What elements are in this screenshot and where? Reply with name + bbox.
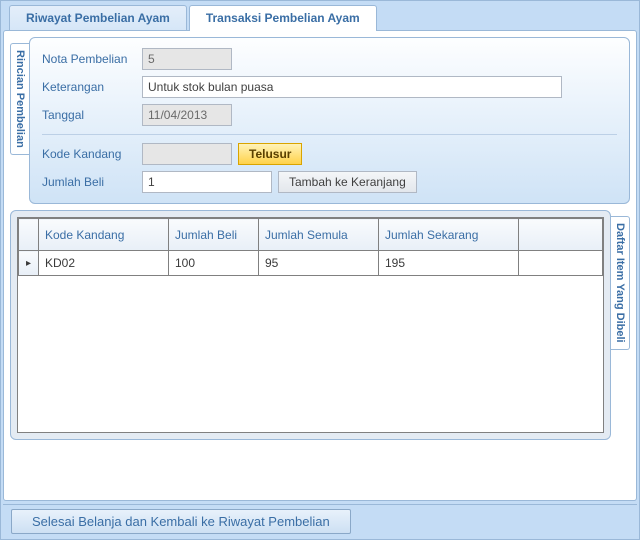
jumlah-beli-input[interactable] xyxy=(142,171,272,193)
tanggal-input xyxy=(142,104,232,126)
grid-filler xyxy=(19,276,603,434)
keterangan-label: Keterangan xyxy=(42,80,142,94)
cell-semula[interactable]: 95 xyxy=(259,251,379,276)
tambah-keranjang-button[interactable]: Tambah ke Keranjang xyxy=(278,171,417,193)
footer-bar: Selesai Belanja dan Kembali ke Riwayat P… xyxy=(3,504,637,537)
daftar-side-label: Daftar Item Yang Dibeli xyxy=(611,216,630,350)
jumlah-beli-label: Jumlah Beli xyxy=(42,175,142,189)
grid-col-jumlahbeli[interactable]: Jumlah Beli xyxy=(169,219,259,251)
tanggal-label: Tanggal xyxy=(42,108,142,122)
cell-kode[interactable]: KD02 xyxy=(39,251,169,276)
grid-corner xyxy=(19,219,39,251)
tab-content: Rincian Pembelian Nota Pembelian Keteran… xyxy=(3,30,637,501)
row-indicator: ▸ xyxy=(19,251,39,276)
keterangan-input[interactable] xyxy=(142,76,562,98)
cell-jumlahbeli[interactable]: 100 xyxy=(169,251,259,276)
grid-header-row: Kode Kandang Jumlah Beli Jumlah Semula J… xyxy=(19,219,603,251)
form-divider xyxy=(42,134,617,135)
grid-col-sekarang[interactable]: Jumlah Sekarang xyxy=(379,219,519,251)
grid-col-kode[interactable]: Kode Kandang xyxy=(39,219,169,251)
finish-button[interactable]: Selesai Belanja dan Kembali ke Riwayat P… xyxy=(11,509,351,534)
telusur-button[interactable]: Telusur xyxy=(238,143,302,165)
kode-kandang-label: Kode Kandang xyxy=(42,147,142,161)
daftar-group: Kode Kandang Jumlah Beli Jumlah Semula J… xyxy=(10,210,630,440)
table-row[interactable]: ▸ KD02 100 95 195 xyxy=(19,251,603,276)
kode-kandang-input xyxy=(142,143,232,165)
main-window: Riwayat Pembelian Ayam Transaksi Pembeli… xyxy=(0,0,640,540)
items-grid[interactable]: Kode Kandang Jumlah Beli Jumlah Semula J… xyxy=(17,217,604,433)
tabs-row: Riwayat Pembelian Ayam Transaksi Pembeli… xyxy=(3,3,637,31)
cell-sekarang[interactable]: 195 xyxy=(379,251,519,276)
grid-col-spare xyxy=(519,219,603,251)
rincian-group: Rincian Pembelian Nota Pembelian Keteran… xyxy=(10,37,630,204)
tab-transaksi[interactable]: Transaksi Pembelian Ayam xyxy=(189,5,377,31)
cell-spare xyxy=(519,251,603,276)
nota-input xyxy=(142,48,232,70)
nota-label: Nota Pembelian xyxy=(42,52,142,66)
rincian-panel: Nota Pembelian Keterangan Tanggal Kode K… xyxy=(29,37,630,204)
daftar-panel: Kode Kandang Jumlah Beli Jumlah Semula J… xyxy=(10,210,611,440)
tab-riwayat[interactable]: Riwayat Pembelian Ayam xyxy=(9,5,187,31)
rincian-side-label: Rincian Pembelian xyxy=(10,43,29,155)
grid-col-semula[interactable]: Jumlah Semula xyxy=(259,219,379,251)
